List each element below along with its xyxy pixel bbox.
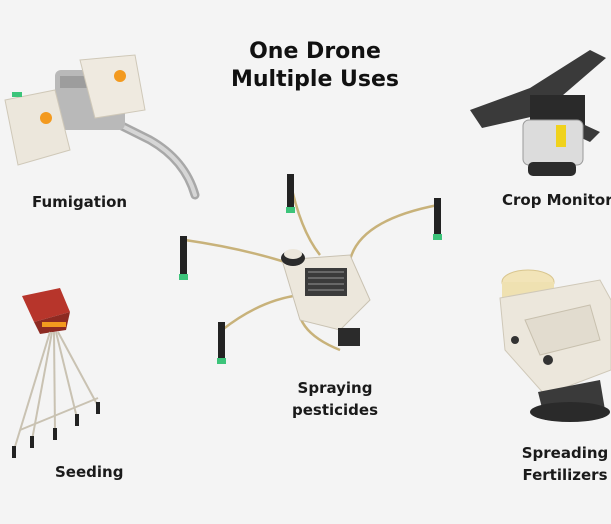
title-line-1: One Drone [249,39,381,64]
fumigation-device-illustration [4,54,200,200]
label-spraying-pesticides: Spraying pesticides [280,377,390,421]
label-spreading-line-1: Spreading [521,444,609,462]
label-spraying-line-1: Spraying [297,379,373,397]
diagram-title: One Drone Multiple Uses [200,38,430,94]
label-seeding: Seeding [55,463,124,481]
label-spreading-line-2: Fertilizers [522,466,608,484]
label-crop-monitoring: Crop Monitoring [502,191,611,209]
seeding-spreader-illustration [12,288,100,458]
label-spraying-line-2: pesticides [291,401,379,419]
label-fumigation: Fumigation [32,193,128,211]
crop-monitoring-camera-illustration [470,50,606,176]
label-spreading-fertilizers: Spreading Fertilizers [520,442,610,486]
title-line-2: Multiple Uses [231,67,399,92]
fertilizer-spreader-illustration [499,269,611,422]
